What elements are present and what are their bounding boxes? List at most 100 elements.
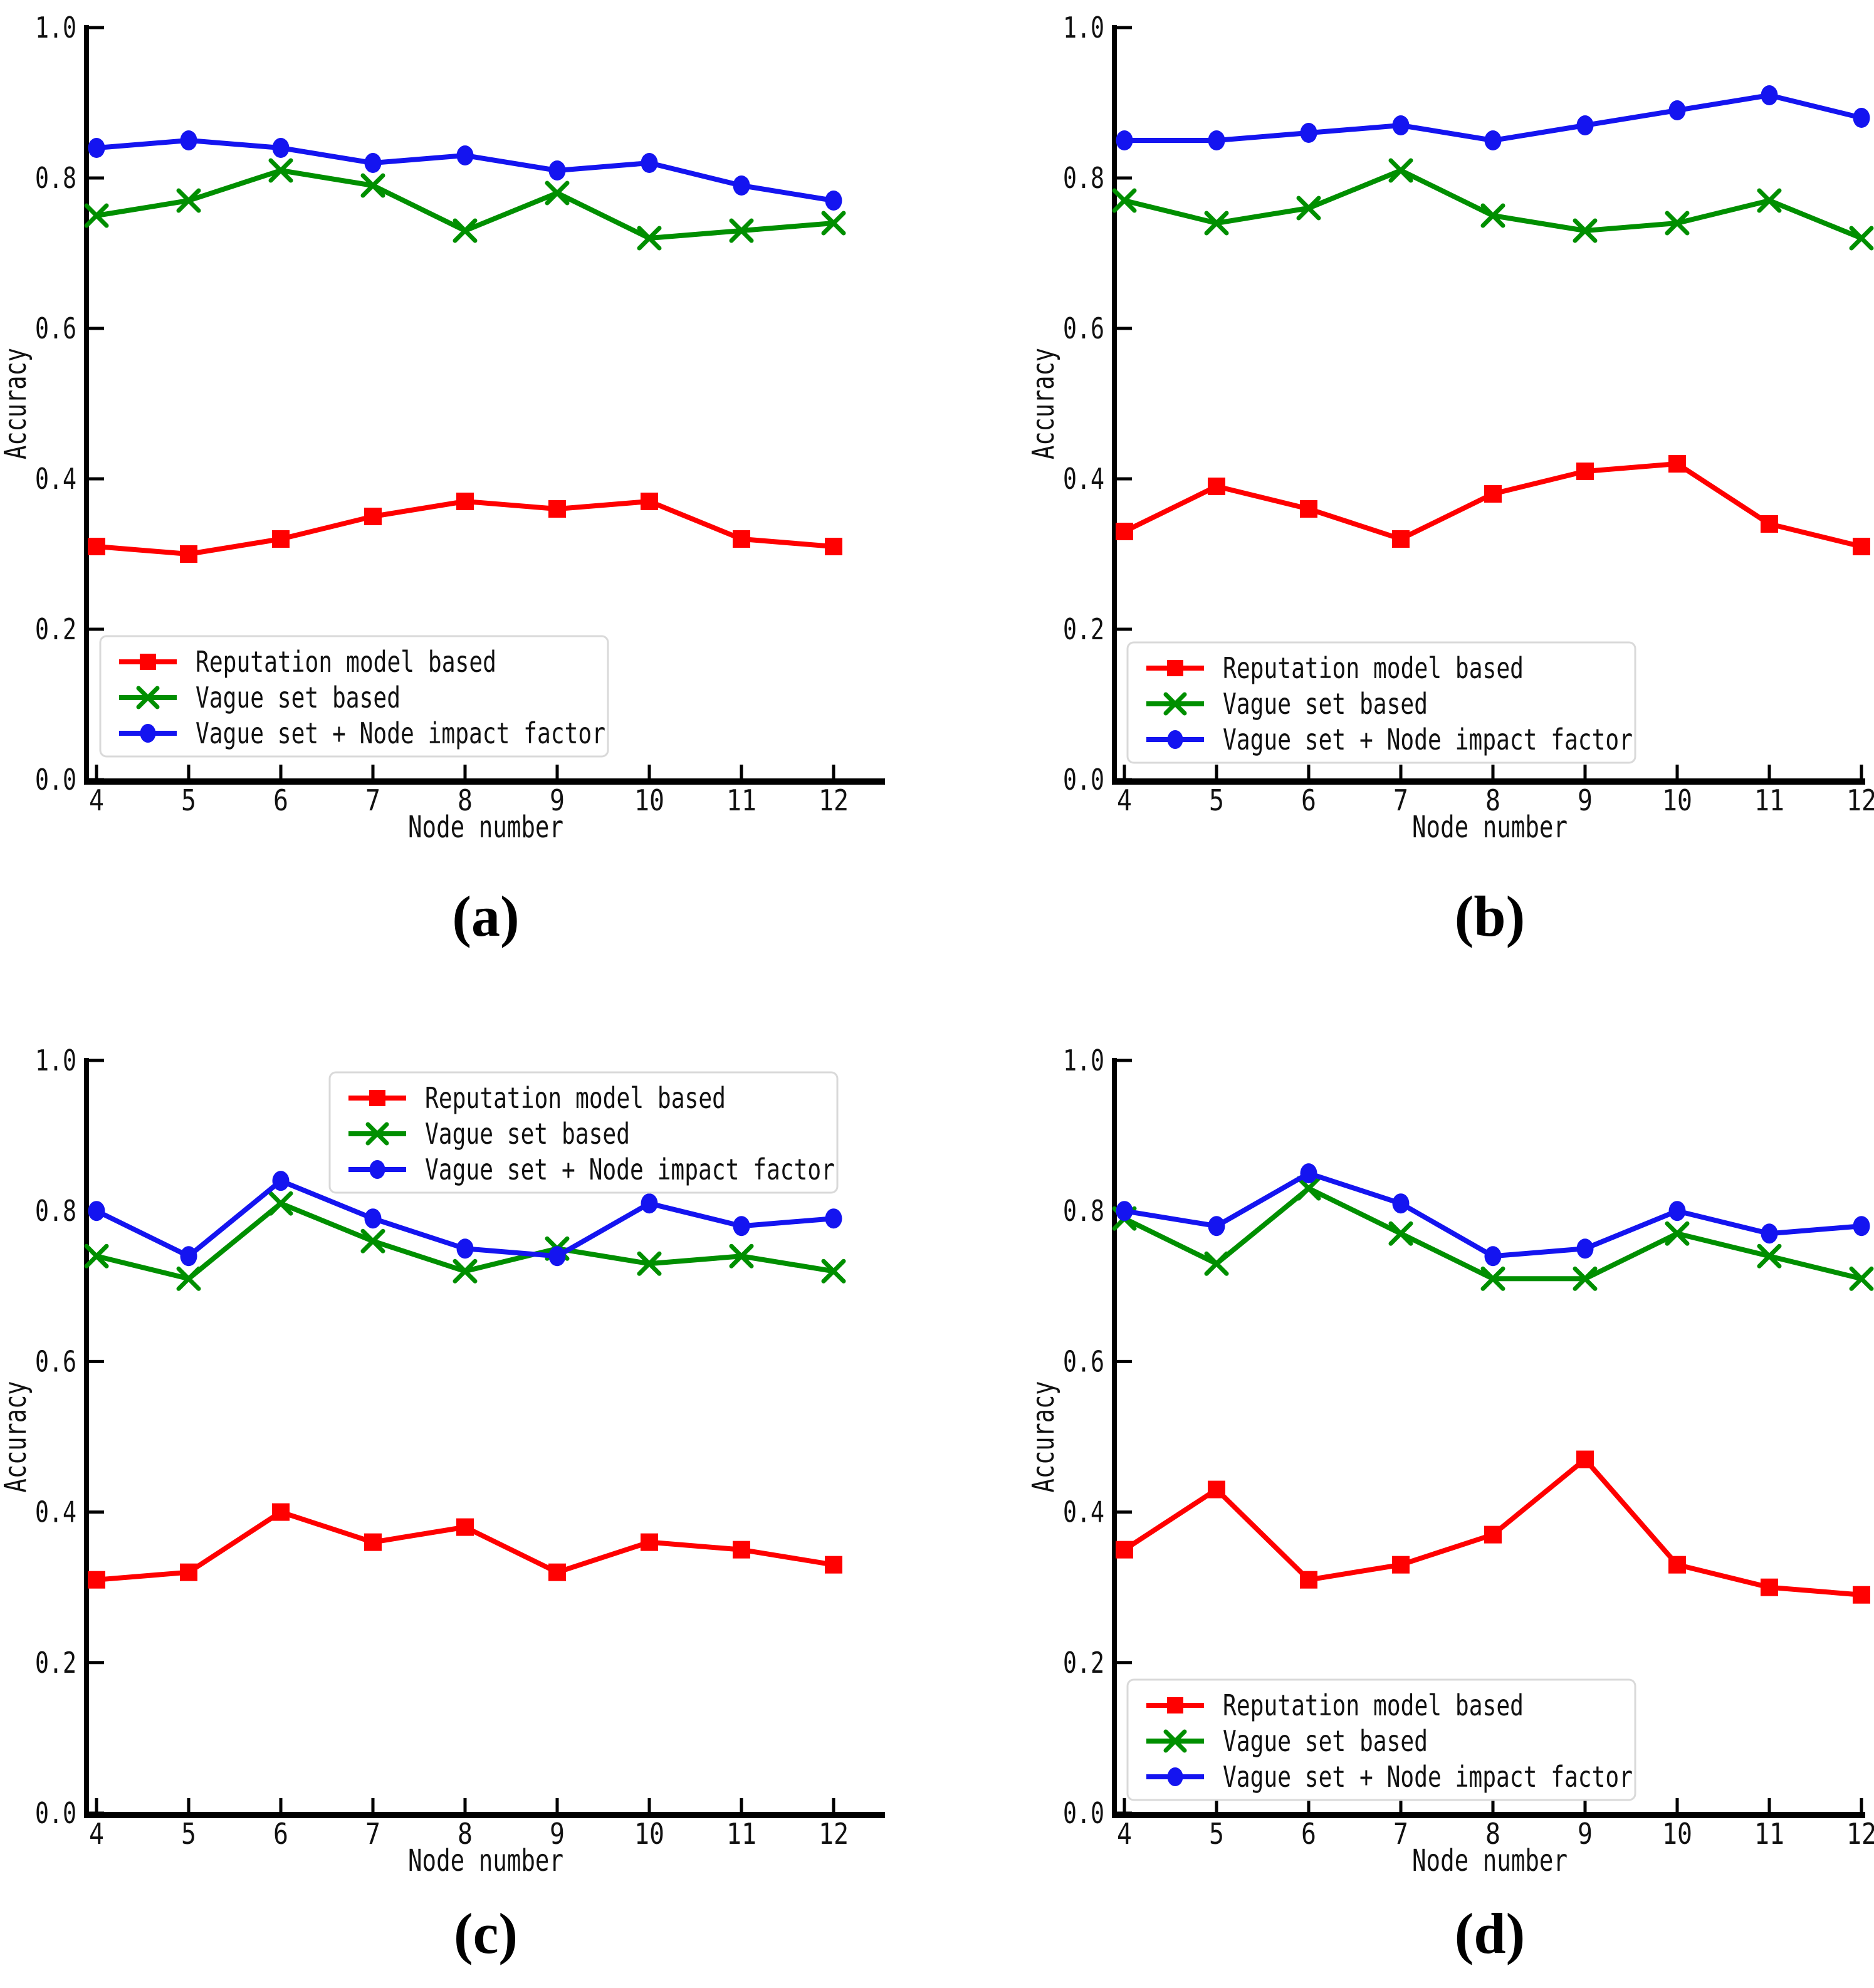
subplot-caption-b: (b) <box>1454 884 1526 948</box>
y-tick-label: 0.6 <box>1063 1344 1104 1378</box>
legend-label: Vague set based <box>1223 1724 1428 1758</box>
x-tick-label: 4 <box>1117 1817 1132 1851</box>
circle-marker <box>1576 1238 1594 1259</box>
x-tick-label: 6 <box>1301 1817 1316 1851</box>
square-marker <box>825 1556 842 1574</box>
circle-marker <box>88 1201 105 1222</box>
legend-label: Vague set based <box>425 1117 630 1151</box>
legend-label: Vague set + Node impact factor <box>1223 723 1633 756</box>
x-tick-label: 7 <box>1393 783 1408 817</box>
x-tick-label: 7 <box>365 1817 380 1851</box>
y-tick-label: 0.4 <box>35 462 76 496</box>
y-tick-label: 0.0 <box>1063 763 1104 797</box>
x-tick-label: 11 <box>726 783 756 817</box>
y-tick-label: 1.0 <box>1063 1044 1104 1077</box>
x-tick-label: 5 <box>181 783 196 817</box>
subplot-a: 0.0 0.2 0.4 0.6 0.8 1.0 4 5 6 7 8 9 10 11 12 Node numbe… <box>0 0 937 994</box>
series-x <box>1112 158 1874 251</box>
circle-marker <box>1484 1246 1502 1267</box>
square-marker <box>1300 1571 1317 1589</box>
x-tick-label: 12 <box>1846 1817 1874 1851</box>
series-x <box>84 1191 846 1291</box>
x-marker <box>1665 1221 1690 1246</box>
x-marker <box>1757 1243 1782 1269</box>
square-marker <box>369 1090 385 1106</box>
circle-marker <box>140 724 156 743</box>
x-tick-label: 10 <box>1662 1817 1692 1851</box>
x-tick-label: 6 <box>273 783 288 817</box>
series-square <box>1116 455 1870 555</box>
y-tick-label: 0.6 <box>1063 311 1104 345</box>
circle-marker <box>1392 1193 1410 1214</box>
square-marker <box>1668 455 1686 473</box>
y-tick-label: 0.0 <box>1063 1796 1104 1830</box>
series-square <box>88 493 842 563</box>
y-tick-label: 0.8 <box>1063 1194 1104 1228</box>
square-marker <box>272 530 290 548</box>
square-marker <box>1116 1541 1133 1559</box>
x-axis-label: Node number <box>408 810 563 845</box>
subplot-b: 0.0 0.2 0.4 0.6 0.8 1.0 4 5 6 7 8 9 10 11 12 Node numbe… <box>937 0 1874 994</box>
y-tick-label: 0.4 <box>1063 1495 1104 1529</box>
circle-marker <box>548 1246 566 1267</box>
x-marker <box>360 173 385 198</box>
x-marker <box>365 1122 389 1146</box>
x-axis-label: Node number <box>408 1843 563 1878</box>
circle-marker <box>272 138 290 158</box>
square-marker <box>548 500 566 518</box>
x-tick-label: 5 <box>181 1817 196 1851</box>
x-marker <box>637 226 662 251</box>
circle-marker <box>548 160 566 180</box>
circle-marker <box>364 1208 382 1229</box>
y-tick-label: 0.0 <box>35 763 76 797</box>
square-marker <box>1668 1556 1686 1574</box>
x-marker <box>176 188 201 213</box>
square-marker <box>1576 1450 1594 1468</box>
series-x <box>1112 1176 1874 1291</box>
y-tick-label: 0.8 <box>35 161 76 195</box>
circle-marker <box>364 153 382 173</box>
circle-marker <box>1853 108 1870 128</box>
x-marker <box>1388 158 1413 183</box>
y-axis-label: Accuracy <box>0 1381 33 1493</box>
square-marker <box>825 538 842 555</box>
square-marker <box>1208 478 1225 495</box>
x-tick-label: 4 <box>89 783 104 817</box>
square-marker <box>364 1533 382 1551</box>
circle-marker <box>1116 1201 1133 1222</box>
square-marker <box>1392 1556 1410 1574</box>
circle-marker <box>88 138 105 158</box>
x-tick-label: 6 <box>1301 783 1316 817</box>
y-tick-label: 0.6 <box>35 1344 76 1378</box>
square-marker <box>1484 1525 1502 1544</box>
legend-label: Reputation model based <box>196 645 496 679</box>
x-marker <box>1112 188 1137 213</box>
series-square <box>1116 1450 1870 1604</box>
x-tick-label: 12 <box>819 783 849 817</box>
x-tick-label: 9 <box>550 783 565 817</box>
y-tick-label: 0.2 <box>1063 612 1104 646</box>
circle-marker <box>1208 130 1225 150</box>
square-marker <box>456 1518 474 1536</box>
subplot-caption-d: (d) <box>1454 1902 1526 1965</box>
y-tick-label: 0.2 <box>1063 1646 1104 1680</box>
square-marker <box>272 1503 290 1521</box>
series-circle <box>88 1171 842 1267</box>
circle-marker <box>641 1193 658 1214</box>
x-tick-label: 5 <box>1209 783 1224 817</box>
circle-marker <box>456 145 474 165</box>
square-marker <box>364 508 382 525</box>
circle-marker <box>825 1208 842 1229</box>
x-marker <box>136 686 160 709</box>
x-marker <box>84 203 109 228</box>
x-tick-label: 4 <box>89 1817 104 1851</box>
y-tick-label: 0.0 <box>35 1796 76 1830</box>
circle-marker <box>1761 1223 1778 1244</box>
x-marker <box>637 1251 662 1276</box>
square-marker <box>1167 660 1183 676</box>
legend-label: Vague set based <box>196 681 400 714</box>
x-tick-label: 7 <box>1393 1817 1408 1851</box>
x-tick-label: 11 <box>1754 1817 1784 1851</box>
